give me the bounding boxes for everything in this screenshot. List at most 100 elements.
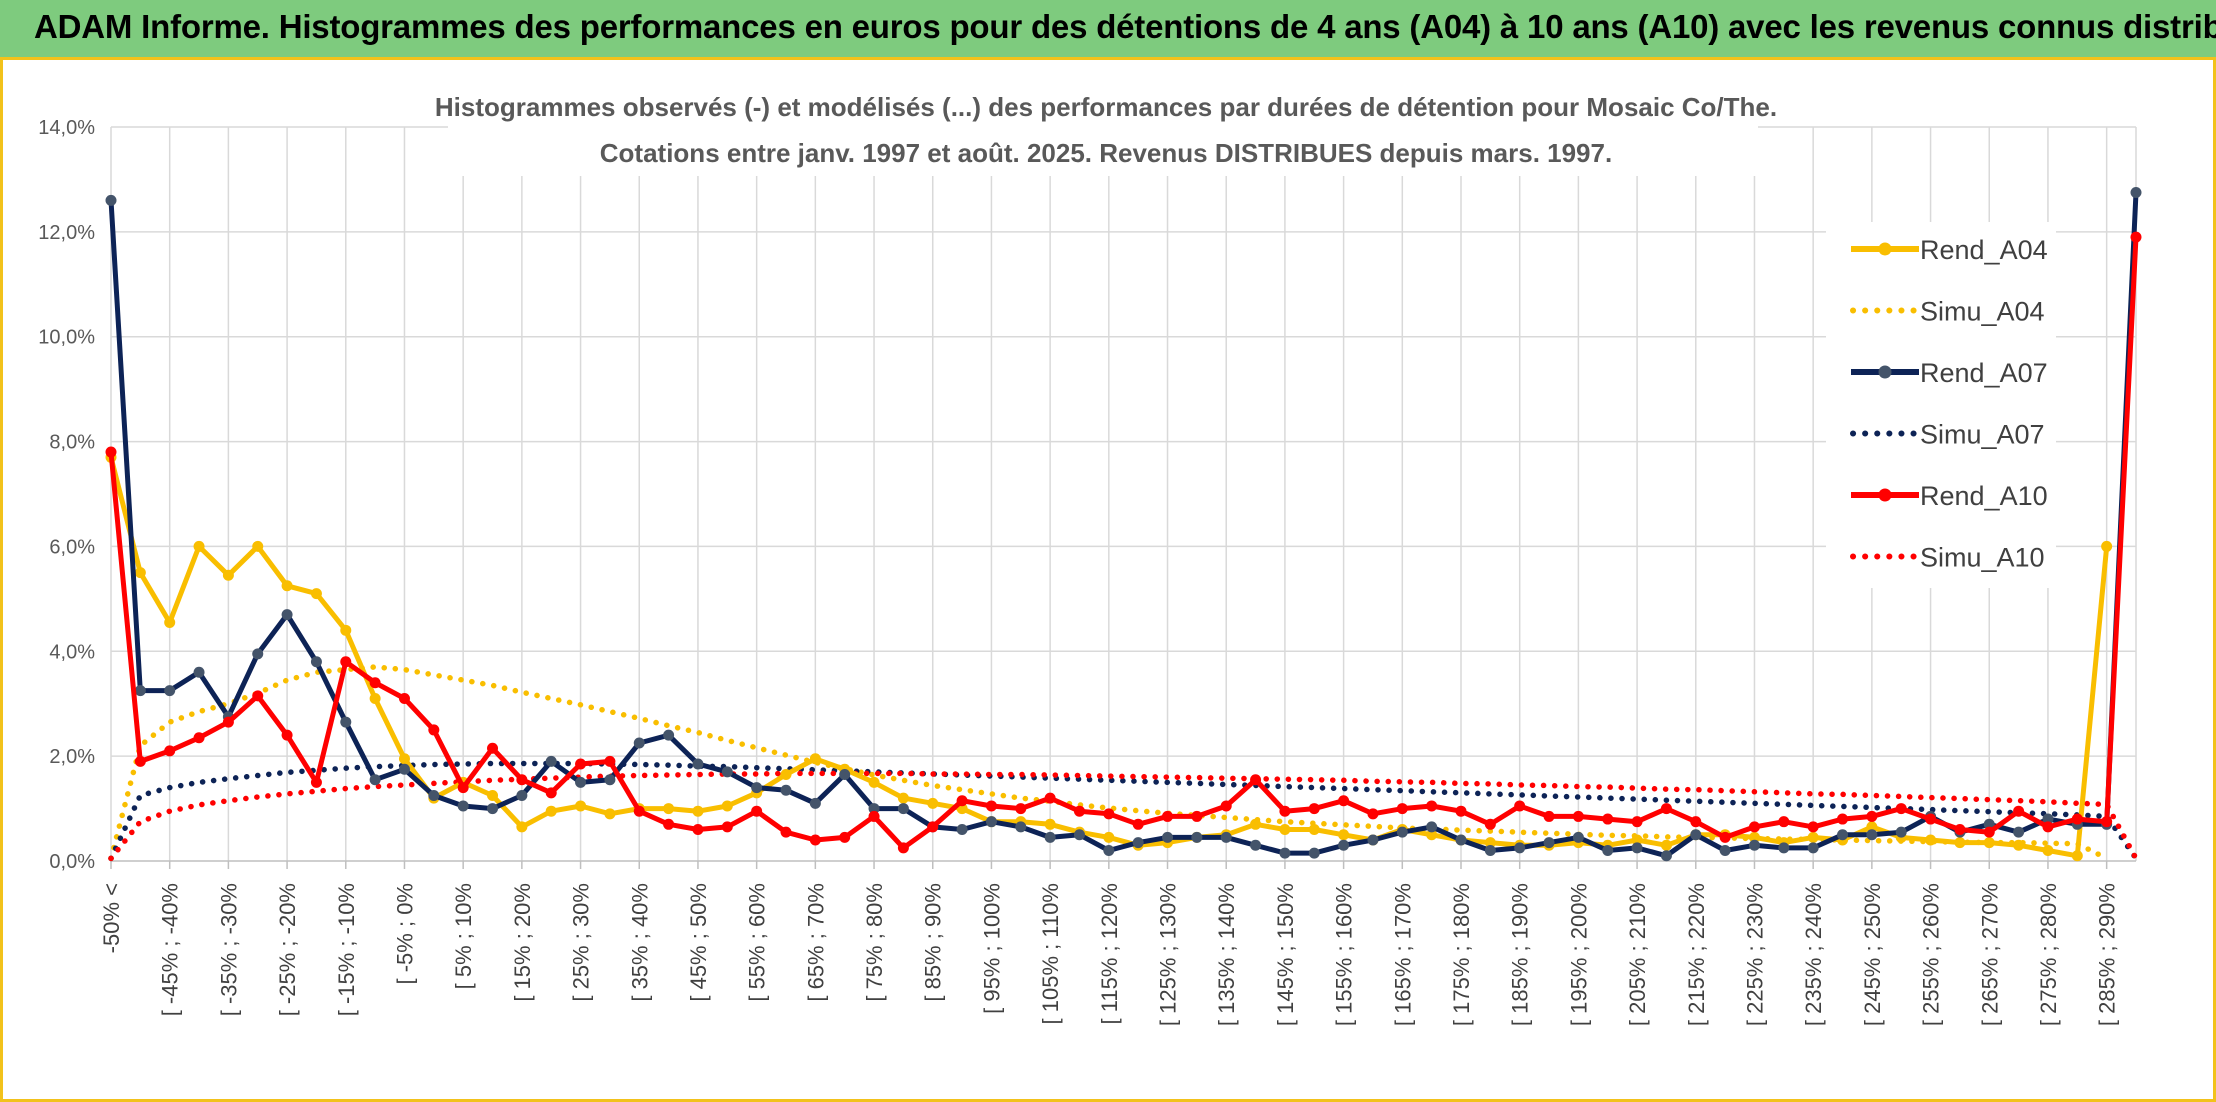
data-point	[516, 821, 528, 833]
y-tick-label: 10,0%	[38, 327, 95, 349]
x-axis: -50% < [ -45% ; -40% [ -35% ; -30% [ -25% ;…	[99, 861, 2120, 1026]
data-point	[1103, 845, 1115, 857]
data-point	[1484, 818, 1496, 830]
data-point	[1602, 813, 1614, 825]
data-point	[1220, 800, 1232, 812]
data-point	[516, 789, 528, 801]
data-point	[1132, 818, 1144, 830]
x-tick-label: [ 245% ; 250%	[1860, 883, 1885, 1026]
legend-label-simu-a10: Simu_A10	[1920, 543, 2045, 573]
data-point	[1514, 842, 1526, 854]
data-point	[1132, 837, 1144, 849]
data-point	[721, 821, 733, 833]
data-point	[1572, 810, 1584, 822]
data-point	[956, 795, 968, 807]
x-tick-label: [ 185% ; 190%	[1508, 883, 1533, 1026]
data-point	[1015, 821, 1027, 833]
data-point	[2101, 540, 2113, 552]
data-point	[2013, 826, 2025, 838]
x-tick-label: [ 55% ; 60%	[745, 883, 770, 1002]
data-point	[1514, 800, 1526, 812]
data-point	[780, 784, 792, 796]
data-point	[193, 666, 205, 678]
data-point	[105, 194, 117, 206]
legend-label-simu-a04: Simu_A04	[1920, 297, 2045, 327]
data-point	[868, 776, 880, 788]
data-point	[1690, 816, 1702, 828]
x-tick-label: [ -5% ; 0%	[392, 883, 417, 984]
data-point	[1191, 831, 1203, 843]
data-point	[2071, 813, 2083, 825]
y-tick-label: 4,0%	[49, 641, 95, 663]
data-point	[2013, 805, 2025, 817]
data-point	[985, 800, 997, 812]
legend-marker-rend-a04	[1878, 242, 1892, 256]
data-point	[252, 540, 264, 552]
series-simu-a10	[108, 770, 2139, 862]
x-tick-label: [ 255% ; 260%	[1919, 883, 1944, 1026]
data-point	[398, 753, 410, 765]
legend-label-rend-a04: Rend_A04	[1920, 235, 2048, 265]
data-point	[1895, 826, 1907, 838]
x-tick-label: [ 135% ; 140%	[1214, 883, 1239, 1026]
header-bar: ADAM Informe. Histogrammes des performan…	[0, 0, 2216, 60]
x-tick-label: [ -35% ; -30%	[216, 883, 241, 1016]
data-point	[164, 685, 176, 697]
data-point	[134, 685, 146, 697]
data-point	[2101, 816, 2113, 828]
data-point	[310, 656, 322, 668]
data-point	[692, 824, 704, 836]
x-tick-label: [ 165% ; 170%	[1390, 883, 1415, 1026]
data-point	[487, 803, 499, 815]
x-tick-label: [ 85% ; 90%	[921, 883, 946, 1002]
data-point	[1044, 831, 1056, 843]
data-point	[751, 805, 763, 817]
data-point	[1338, 829, 1350, 841]
data-point	[1220, 831, 1232, 843]
data-point	[2071, 850, 2083, 862]
series-line-rend-a07	[108, 192, 2139, 859]
data-point	[1279, 847, 1291, 859]
data-point	[809, 834, 821, 846]
data-point	[663, 803, 675, 815]
data-point	[369, 774, 381, 786]
data-point	[222, 569, 234, 581]
data-point	[369, 692, 381, 704]
data-point	[1279, 805, 1291, 817]
data-point	[1426, 800, 1438, 812]
data-point	[780, 826, 792, 838]
data-point	[1954, 824, 1966, 836]
data-point	[927, 821, 939, 833]
data-point	[1660, 803, 1672, 815]
data-point	[516, 774, 528, 786]
data-point	[428, 789, 440, 801]
x-tick-label: [ 105% ; 110%	[1038, 883, 1063, 1024]
data-point	[1543, 837, 1555, 849]
data-point	[1103, 831, 1115, 843]
data-point	[1250, 774, 1262, 786]
y-tick-label: 14,0%	[38, 117, 95, 139]
data-point	[1925, 834, 1937, 846]
x-tick-label: [ 15% ; 20%	[510, 883, 535, 1002]
data-point	[633, 737, 645, 749]
data-point	[633, 805, 645, 817]
data-point	[1044, 818, 1056, 830]
data-point	[1455, 834, 1467, 846]
data-point	[1015, 803, 1027, 815]
data-point	[1338, 839, 1350, 851]
x-tick-label: [ 65% ; 70%	[803, 883, 828, 1002]
data-point	[428, 724, 440, 736]
legend-label-rend-a10: Rend_A10	[1920, 481, 2048, 511]
data-point	[545, 787, 557, 799]
data-point	[1631, 834, 1643, 846]
data-point	[1308, 824, 1320, 836]
series-line-rend-a10	[108, 236, 2139, 851]
data-point	[193, 732, 205, 744]
data-point	[2013, 839, 2025, 851]
data-point	[457, 782, 469, 794]
y-tick-label: 0,0%	[49, 851, 95, 873]
legend-label-simu-a07: Simu_A07	[1920, 420, 2045, 450]
data-point	[1660, 850, 1672, 862]
x-tick-label: [ 35% ; 40%	[627, 883, 652, 1002]
data-point	[1837, 813, 1849, 825]
